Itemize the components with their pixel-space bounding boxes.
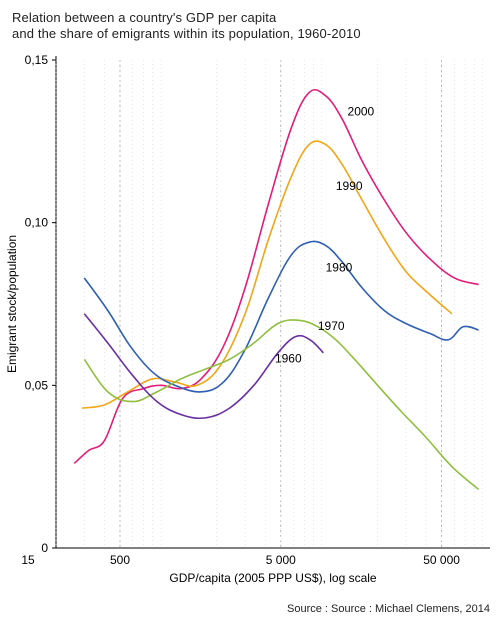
y-tick-label: 0 [41,541,48,555]
y-tick-label: 0,15 [25,53,49,67]
y-tick-label: 0,05 [25,378,49,392]
series-label-1960: 1960 [275,352,302,366]
x-tick-label: 500 [110,553,130,567]
series-label-1970: 1970 [318,319,345,333]
x-corner-label: 15 [21,553,35,567]
title-line-2: and the share of emigrants within its po… [12,26,361,41]
series-label-2000: 2000 [348,104,375,118]
y-axis-label: Emigrant stock/population [5,235,19,373]
line-chart: 500 5 000 50 000 0 0,05 0,10 0,15 15 GDP/capita … [0,0,500,621]
series-label-1980: 1980 [326,260,353,274]
y-tick-label: 0,10 [25,216,49,230]
x-axis-label: GDP/capita (2005 PPP US$), log scale [169,571,377,585]
x-tick-label: 5 000 [266,553,296,567]
chart-title: Relation between a country's GDP per cap… [12,10,361,43]
series-2000 [74,90,478,464]
source-credit: Source : Source : Michael Clemens, 2014 [287,603,490,615]
series-label-1990: 1990 [336,179,363,193]
title-line-1: Relation between a country's GDP per cap… [12,10,276,25]
x-tick-label: 50 000 [423,553,460,567]
